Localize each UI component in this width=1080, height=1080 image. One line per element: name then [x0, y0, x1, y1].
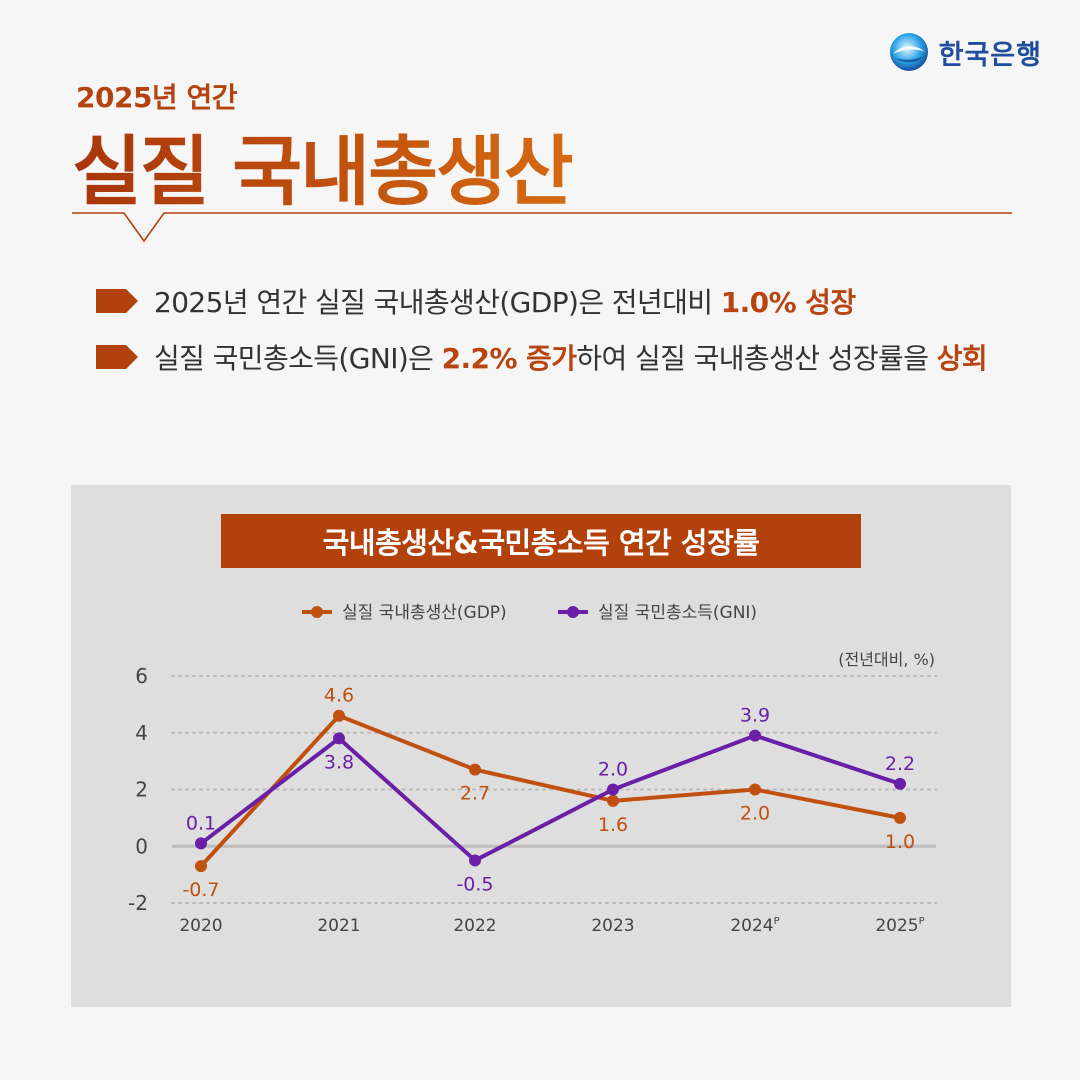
- summary-bullets: 2025년 연간 실질 국내총생산(GDP)은 전년대비 1.0% 성장 실질 …: [96, 278, 988, 390]
- y-tick-label: 6: [135, 664, 148, 688]
- data-point-gni: [607, 783, 619, 796]
- bank-emblem-icon: [889, 33, 928, 71]
- data-point-gdp: [894, 811, 906, 824]
- x-tick-label: 2020: [179, 916, 222, 936]
- series-line-gdp: [199, 713, 901, 868]
- data-point-gni: [749, 729, 761, 742]
- y-tick-label: -2: [128, 891, 148, 915]
- data-point-gdp: [333, 709, 345, 722]
- arrow-bullet-icon: [96, 289, 138, 313]
- bullet-text-segment: 하여 실질 국내총생산 성장률을: [576, 342, 937, 375]
- arrow-bullet-icon: [96, 345, 138, 369]
- bullet-highlight: 1.0% 성장: [720, 286, 856, 319]
- series-line-gni: [199, 733, 901, 863]
- data-label-gdp: 1.6: [598, 814, 628, 836]
- data-label-gdp: -0.7: [182, 879, 219, 901]
- page-title: 실질 국내총생산: [72, 110, 574, 220]
- x-tick-label: 2021: [317, 916, 360, 936]
- legend-label-gni: 실질 국민총소득(GNI): [598, 603, 757, 623]
- x-tick-superscript: P: [774, 916, 780, 927]
- x-tick-label: 2024P: [730, 916, 779, 936]
- data-label-gni: 3.9: [740, 705, 770, 727]
- summary-bullet: 2025년 연간 실질 국내총생산(GDP)은 전년대비 1.0% 성장: [96, 278, 987, 324]
- data-label-gdp: 2.0: [740, 803, 770, 825]
- chart-panel: [71, 485, 1011, 1007]
- data-point-gni: [469, 854, 481, 867]
- title-divider: [72, 212, 1012, 243]
- data-label-gdp: 2.7: [460, 783, 490, 805]
- bullet-text: 2025년 연간 실질 국내총생산(GDP)은 전년대비 1.0% 성장: [154, 281, 856, 321]
- data-point-gni: [195, 837, 207, 850]
- data-label-gdp: 4.6: [324, 685, 354, 707]
- data-label-gni: 0.1: [186, 812, 216, 834]
- bullet-text-segment: 실질 국민총소득(GNI)은: [154, 342, 442, 375]
- data-point-gdp: [195, 860, 207, 873]
- page-subtitle: 2025년 연간: [76, 81, 237, 114]
- data-point-gdp: [607, 794, 619, 807]
- data-label-gni: -0.5: [456, 873, 493, 895]
- x-tick-label: 2023: [591, 916, 634, 936]
- data-point-gdp: [749, 783, 761, 796]
- data-label-gni: 3.8: [324, 751, 354, 773]
- bullet-highlight: 상회: [936, 342, 988, 375]
- legend-marker-gni: [567, 606, 579, 618]
- x-tick-label: 2022: [453, 916, 496, 936]
- bank-name: 한국은행: [938, 39, 1042, 71]
- y-tick-label: 4: [135, 721, 148, 745]
- data-label-gdp: 1.0: [885, 831, 915, 853]
- legend-marker-gdp: [311, 606, 323, 618]
- summary-bullet: 실질 국민총소득(GNI)은 2.2% 증가하여 실질 국내총생산 성장률을 상…: [96, 334, 988, 380]
- chart-title: 국내총생산&국민총소득 연간 성장률: [221, 514, 861, 568]
- bullet-text: 실질 국민총소득(GNI)은 2.2% 증가하여 실질 국내총생산 성장률을 상…: [154, 337, 988, 377]
- data-point-gni: [894, 777, 906, 790]
- data-point-gni: [333, 732, 345, 745]
- bullet-text-segment: 2025년 연간 실질 국내총생산(GDP)은 전년대비: [154, 286, 721, 319]
- x-tick-label: 2025P: [875, 916, 924, 936]
- data-label-gni: 2.2: [885, 753, 915, 775]
- x-tick-superscript: P: [919, 916, 925, 927]
- data-point-gdp: [469, 763, 481, 776]
- y-tick-label: 0: [135, 834, 148, 858]
- unit-note: (전년대비, %): [838, 650, 935, 669]
- data-label-gni: 2.0: [598, 759, 628, 781]
- bullet-highlight: 2.2% 증가: [441, 342, 577, 375]
- y-tick-label: 2: [135, 778, 148, 802]
- bank-logo: 한국은행: [889, 32, 1042, 72]
- legend-label-gdp: 실질 국내총생산(GDP): [342, 603, 507, 623]
